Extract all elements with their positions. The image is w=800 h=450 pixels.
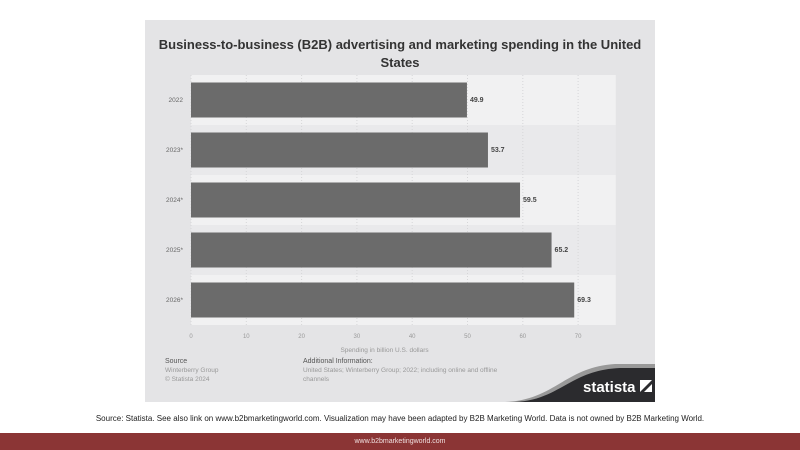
y-tick-label: 2023*: [166, 147, 183, 154]
statista-logo: statista: [505, 364, 655, 402]
data-label: 65.2: [555, 247, 569, 254]
source-line: © Statista 2024: [165, 376, 210, 383]
source-block: Source Winterberry Group © Statista 2024: [165, 357, 218, 384]
x-tick-label: 10: [243, 334, 250, 340]
x-tick-label: 70: [575, 334, 582, 340]
bar: [191, 282, 575, 318]
bar: [191, 132, 488, 168]
additional-info: Additional Information: United States; W…: [303, 357, 513, 384]
x-tick-label: 20: [298, 334, 305, 340]
svg-text:statista: statista: [583, 379, 636, 396]
bar-chart: 0 10 20 30 40 50 60 70 2022 49.9 2023* 53.7 2024* 59.…: [166, 75, 616, 354]
data-label: 49.9: [470, 97, 484, 104]
y-tick-label: 2024*: [166, 197, 183, 204]
title-line: Business-to-business (B2B) advertising a…: [158, 37, 642, 70]
x-tick-label: 30: [354, 334, 361, 340]
x-tick-label: 60: [519, 334, 526, 340]
source-note: Source: Statista. See also link on www.b…: [95, 414, 705, 423]
y-tick-label: 2025*: [166, 247, 183, 254]
source-line: Winterberry Group: [165, 367, 219, 374]
bar: [191, 232, 552, 268]
bar: [191, 82, 467, 118]
x-tick-label: 40: [409, 334, 416, 340]
data-label: 69.3: [577, 297, 591, 304]
additional-text: United States; Winterberry Group; 2022; …: [303, 367, 498, 383]
y-tick-label: 2022: [169, 97, 184, 104]
data-label: 59.5: [523, 197, 537, 204]
x-tick-label: 50: [464, 334, 471, 340]
footer-link[interactable]: www.b2bmarketingworld.com: [354, 438, 446, 445]
footer-bar[interactable]: www.b2bmarketingworld.com: [0, 433, 800, 450]
x-tick-label: 0: [189, 334, 193, 340]
bar: [191, 182, 521, 218]
source-heading: Source: [165, 358, 188, 365]
additional-heading: Additional Information:: [303, 358, 373, 365]
chart-panel: Business-to-business (B2B) advertising a…: [145, 20, 655, 402]
data-label: 53.7: [491, 147, 505, 154]
y-tick-label: 2026*: [166, 297, 183, 304]
x-axis-label: Spending in billion U.S. dollars: [340, 347, 429, 354]
